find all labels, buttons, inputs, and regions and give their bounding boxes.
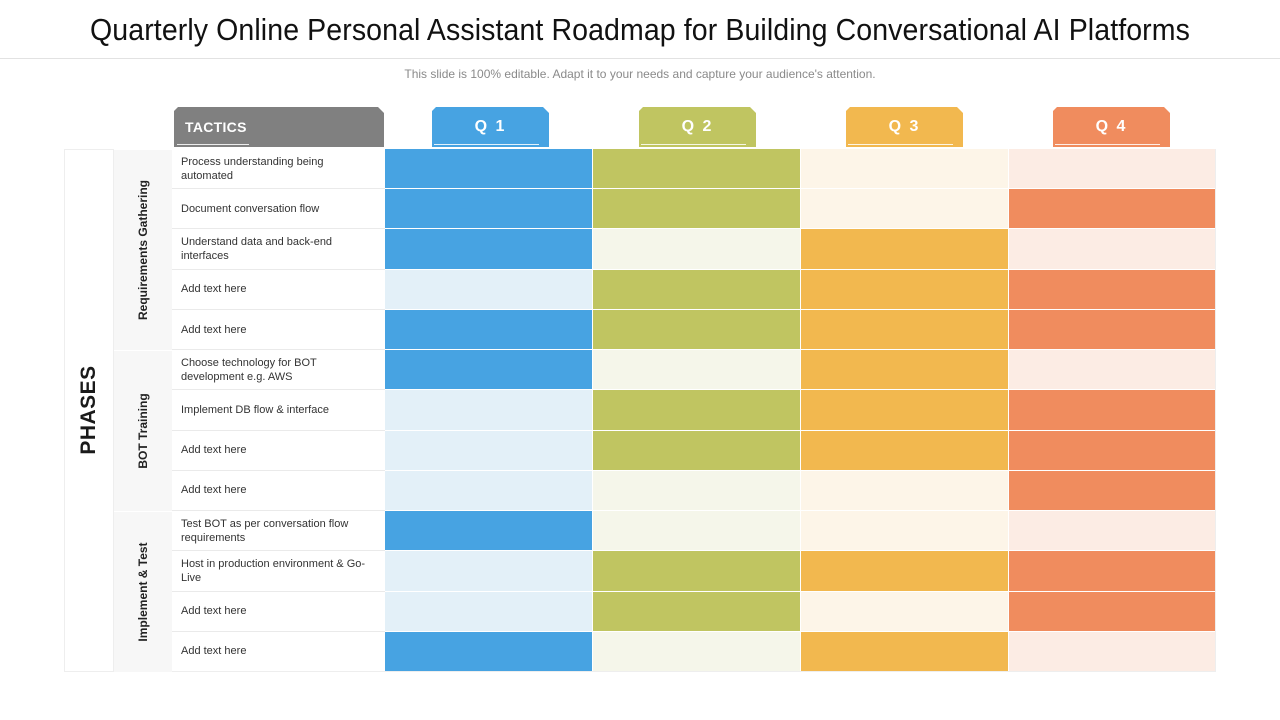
roadmap-cell-q1-active <box>385 149 593 190</box>
roadmap-cell-q3-active <box>801 350 1009 391</box>
tactic-label: Host in production environment & Go-Live <box>172 551 385 592</box>
tactic-label: Add text here <box>172 470 385 512</box>
roadmap-cell-q4-active <box>1009 269 1217 310</box>
roadmap-cell-q4-active <box>1009 390 1217 431</box>
roadmap-cell-q1-active <box>385 350 593 391</box>
phase-group-1: Requirements Gathering <box>114 149 172 351</box>
tactic-label: Add text here <box>172 591 385 632</box>
quarter-header-tab-2: Q 2 <box>639 107 756 147</box>
roadmap-cell-q3-inactive <box>801 511 1009 552</box>
roadmap-cell-q4-inactive <box>1009 229 1217 270</box>
title-divider <box>0 58 1280 59</box>
roadmap-cell-q4-active <box>1009 551 1217 592</box>
phase-group-2: BOT Training <box>114 350 172 512</box>
roadmap-cell-q2-active <box>593 149 801 190</box>
roadmap-cell-q1-active <box>385 189 593 230</box>
tactics-header-label: TACTICS <box>185 119 247 135</box>
tactic-label: Process understanding being automated <box>172 149 385 190</box>
tactic-label: Implement DB flow & interface <box>172 390 385 431</box>
roadmap-cell-q3-active <box>801 631 1009 672</box>
roadmap-cell-q3-active <box>801 390 1009 431</box>
phases-column <box>64 149 114 672</box>
roadmap-cell-q2-active <box>593 591 801 632</box>
roadmap-cell-q2-inactive <box>593 511 801 552</box>
slide-subtitle: This slide is 100% editable. Adapt it to… <box>404 67 876 81</box>
roadmap-cell-q4-inactive <box>1009 350 1217 391</box>
roadmap-cell-q2-inactive <box>593 470 801 512</box>
roadmap-cell-q1-active <box>385 631 593 672</box>
quarter-header-tab-4: Q 4 <box>1053 107 1170 147</box>
roadmap-cell-q4-active <box>1009 470 1217 512</box>
quarter-header-tab-3: Q 3 <box>846 107 963 147</box>
tactic-label: Add text here <box>172 269 385 310</box>
roadmap-cell-q4-active <box>1009 189 1217 230</box>
phases-label: PHASES <box>77 365 100 455</box>
quarter-header-underline <box>1055 144 1160 145</box>
roadmap-cell-q3-inactive <box>801 149 1009 190</box>
roadmap-cell-q1-inactive <box>385 470 593 512</box>
tactic-label: Add text here <box>172 309 385 351</box>
quarter-header-tab-1: Q 1 <box>432 107 549 147</box>
roadmap-cell-q2-inactive <box>593 229 801 270</box>
roadmap-cell-q2-active <box>593 269 801 310</box>
roadmap-cell-q2-inactive <box>593 350 801 391</box>
tactics-header-underline <box>177 144 249 145</box>
roadmap-cell-q3-inactive <box>801 189 1009 230</box>
tactic-label: Understand data and back-end interfaces <box>172 229 385 270</box>
roadmap-cell-q4-inactive <box>1009 149 1217 190</box>
quarter-header-label: Q 2 <box>681 118 714 135</box>
slide-title: Quarterly Online Personal Assistant Road… <box>90 12 1190 47</box>
roadmap-cell-q3-active <box>801 430 1009 471</box>
roadmap-cell-q3-inactive <box>801 470 1009 512</box>
phase-name: Implement & Test <box>136 542 150 642</box>
tactic-label: Add text here <box>172 631 385 672</box>
roadmap-cell-q2-inactive <box>593 631 801 672</box>
phase-name: BOT Training <box>136 393 150 469</box>
phase-group-3: Implement & Test <box>114 511 172 672</box>
roadmap-cell-q3-active <box>801 269 1009 310</box>
tactic-label: Add text here <box>172 430 385 471</box>
tactic-label: Choose technology for BOT development e.… <box>172 350 385 391</box>
roadmap-cell-q4-active <box>1009 309 1217 351</box>
roadmap-cell-q4-active <box>1009 591 1217 632</box>
roadmap-cell-q3-active <box>801 551 1009 592</box>
roadmap-cell-q3-inactive <box>801 591 1009 632</box>
roadmap-cell-q1-inactive <box>385 390 593 431</box>
roadmap-cell-q2-active <box>593 309 801 351</box>
roadmap-cell-q4-inactive <box>1009 511 1217 552</box>
tactic-label: Document conversation flow <box>172 189 385 230</box>
roadmap-cell-q4-active <box>1009 430 1217 471</box>
tactic-label: Test BOT as per conversation flow requir… <box>172 511 385 552</box>
roadmap-cell-q1-active <box>385 309 593 351</box>
roadmap-cell-q1-active <box>385 229 593 270</box>
roadmap-cell-q1-active <box>385 511 593 552</box>
tactics-header-tab: TACTICS <box>174 107 384 147</box>
roadmap-cell-q4-inactive <box>1009 631 1217 672</box>
roadmap-cell-q2-active <box>593 390 801 431</box>
roadmap-cell-q1-inactive <box>385 430 593 471</box>
quarter-header-label: Q 4 <box>1095 118 1128 135</box>
roadmap-cell-q3-active <box>801 229 1009 270</box>
roadmap-cell-q2-active <box>593 189 801 230</box>
quarter-header-underline <box>434 144 539 145</box>
roadmap-cell-q2-active <box>593 430 801 471</box>
roadmap-cell-q2-active <box>593 551 801 592</box>
quarter-header-label: Q 1 <box>474 118 507 135</box>
quarter-header-label: Q 3 <box>888 118 921 135</box>
roadmap-cell-q1-inactive <box>385 269 593 310</box>
roadmap-cell-q3-active <box>801 309 1009 351</box>
phase-name: Requirements Gathering <box>136 180 150 321</box>
roadmap-cell-q1-inactive <box>385 591 593 632</box>
quarter-header-underline <box>848 144 953 145</box>
quarter-header-underline <box>641 144 746 145</box>
roadmap-cell-q1-inactive <box>385 551 593 592</box>
